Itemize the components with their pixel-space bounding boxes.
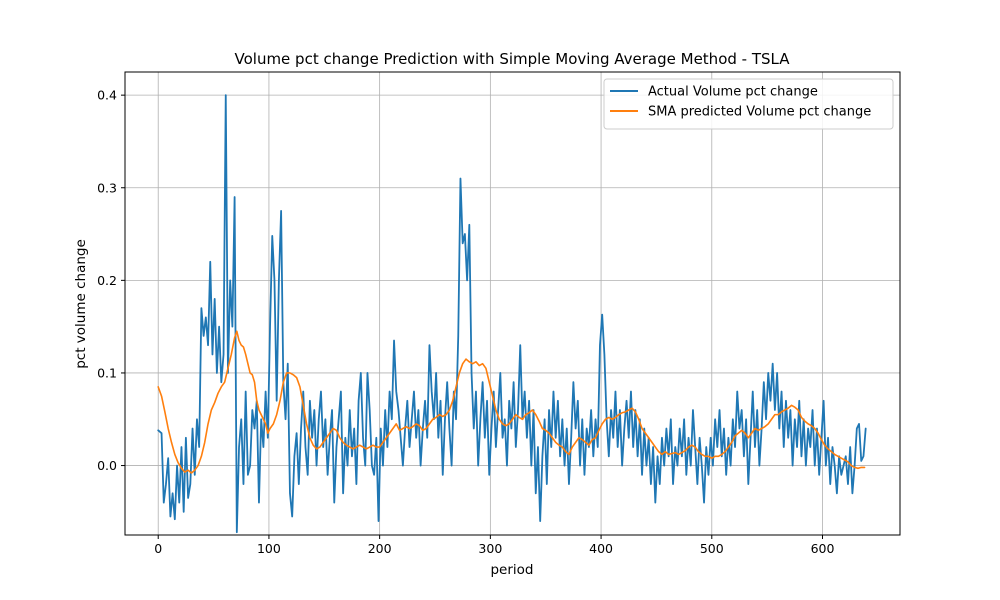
x-tick-label: 300 xyxy=(478,541,502,556)
x-tick-label: 400 xyxy=(589,541,613,556)
y-tick-label: 0.4 xyxy=(97,88,117,103)
x-tick-label: 200 xyxy=(368,541,392,556)
axis-ticks: 0 100 200 300 400 500 600 0.0 0.1 0.2 0.3 0.4 xyxy=(97,88,834,556)
x-tick-label: 0 xyxy=(154,541,162,556)
legend-label-actual: Actual Volume pct change xyxy=(648,85,818,100)
plot-lines xyxy=(157,94,867,534)
x-tick-label: 100 xyxy=(257,541,281,556)
x-tick-label: 500 xyxy=(700,541,724,556)
series-line-sma xyxy=(157,330,866,474)
y-tick-label: 0.0 xyxy=(97,458,117,473)
y-tick-label: 0.3 xyxy=(97,180,117,195)
y-tick-label: 0.2 xyxy=(97,273,117,288)
x-axis-title: period xyxy=(490,562,533,578)
x-tick-label: 600 xyxy=(811,541,835,556)
plot-frame xyxy=(124,71,901,536)
legend: Actual Volume pct change SMA predicted V… xyxy=(603,78,894,130)
y-axis-title: pct volume change xyxy=(73,239,89,369)
legend-label-sma: SMA predicted Volume pct change xyxy=(648,105,871,120)
chart-title: Volume pct change Prediction with Simple… xyxy=(235,50,791,68)
grid xyxy=(125,72,900,535)
series-line-actual xyxy=(157,94,867,534)
y-tick-label: 0.1 xyxy=(97,365,117,380)
legend-box xyxy=(603,78,894,130)
